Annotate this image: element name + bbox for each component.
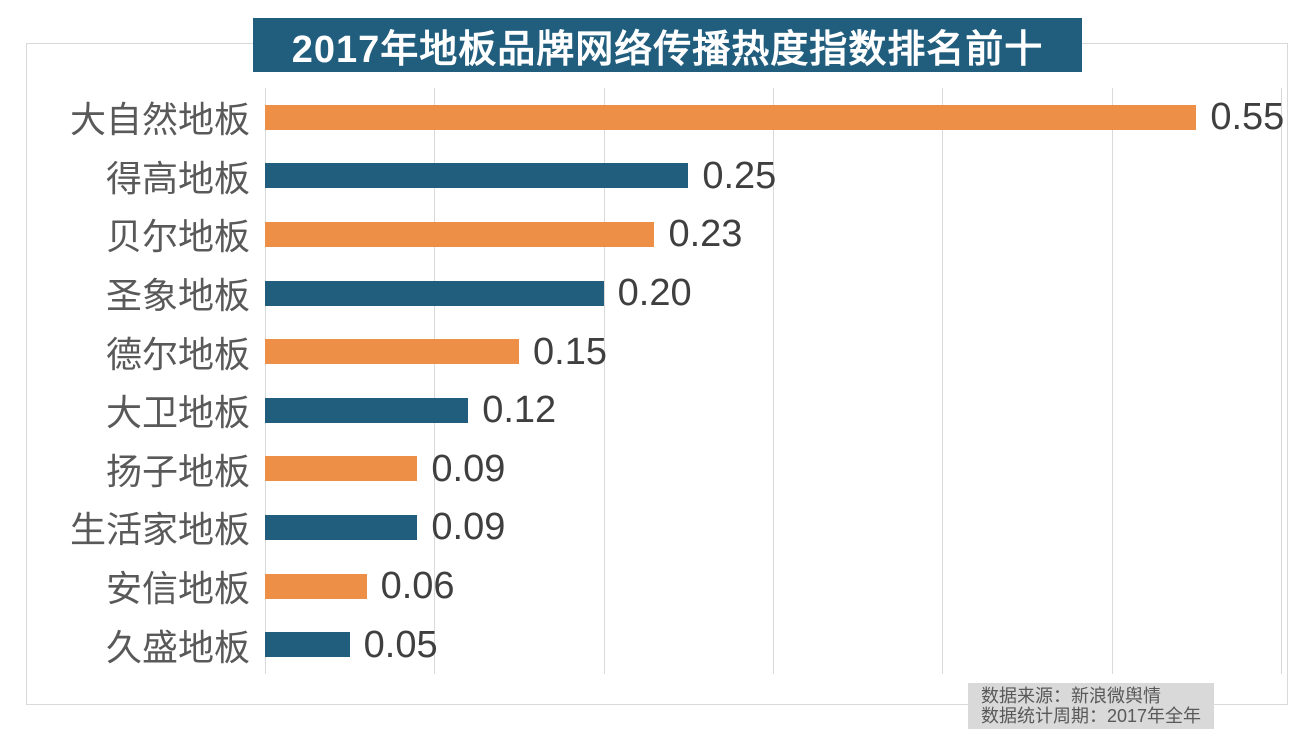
gridline-x-0.4: [942, 88, 944, 674]
chart-title: 2017年地板品牌网络传播热度指数排名前十: [253, 18, 1082, 72]
bar-生活家地板: [265, 514, 418, 540]
source-note-line2: 数据统计周期：2017年全年: [981, 706, 1202, 726]
bar-row: 0.09: [265, 440, 1281, 499]
bar-大自然地板: [265, 104, 1197, 130]
value-label: 0.25: [702, 154, 777, 197]
gridline-x-0.2: [603, 88, 605, 674]
bar-row: 0.12: [265, 381, 1281, 440]
bar-德尔地板: [265, 339, 519, 365]
value-label: 0.23: [668, 213, 743, 256]
bar-row: 0.15: [265, 322, 1281, 381]
bar-row: 0.20: [265, 264, 1281, 323]
bar-row: 0.23: [265, 205, 1281, 264]
category-label: 大卫地板: [105, 392, 250, 434]
value-label: 0.09: [431, 447, 506, 490]
plot-area: 0.55 0.25 0.23 0.20 0.15 0.12 0.09 0.09 0.06 0.05: [265, 88, 1285, 674]
gridline-x-0.1: [434, 88, 436, 674]
bar-row: 0.06: [265, 557, 1281, 616]
value-label: 0.20: [617, 272, 692, 315]
gridline-x-0.3: [773, 88, 774, 674]
bar-圣象地板: [265, 280, 604, 306]
value-label: 0.55: [1210, 96, 1285, 139]
bar-row: 0.55: [265, 88, 1285, 147]
category-label: 德尔地板: [105, 333, 250, 375]
category-label: 圣象地板: [105, 275, 250, 317]
bar-久盛地板: [265, 632, 350, 658]
category-axis: 大自然地板得高地板贝尔地板圣象地板德尔地板大卫地板扬子地板生活家地板安信地板久盛…: [0, 88, 250, 674]
category-label: 贝尔地板: [105, 216, 250, 258]
gridline-x-0.6: [1281, 88, 1282, 674]
bar-贝尔地板: [265, 221, 655, 247]
category-label: 安信地板: [105, 568, 250, 610]
category-label: 扬子地板: [105, 450, 250, 492]
bar-row: 0.05: [265, 615, 1281, 674]
source-note-line1: 数据来源：新浪微舆情: [981, 686, 1161, 706]
bar-安信地板: [265, 573, 367, 599]
category-label: 生活家地板: [69, 509, 250, 551]
value-label: 0.06: [380, 565, 455, 608]
bar-得高地板: [265, 163, 689, 189]
gridline-x-0.5: [1111, 88, 1113, 674]
category-label: 得高地板: [105, 157, 250, 199]
value-label: 0.12: [482, 389, 557, 432]
category-label: 大自然地板: [69, 99, 250, 141]
value-label: 0.15: [533, 330, 607, 373]
category-label: 久盛地板: [105, 626, 250, 668]
value-label: 0.05: [363, 623, 438, 666]
gridline-x-0: [265, 88, 266, 674]
value-label: 0.09: [431, 506, 506, 549]
bar-row: 0.09: [265, 498, 1281, 557]
source-note: 数据来源：新浪微舆情 数据统计周期：2017年全年: [968, 683, 1215, 729]
bar-扬子地板: [265, 456, 418, 482]
bar-大卫地板: [265, 397, 469, 423]
bar-row: 0.25: [265, 147, 1281, 206]
